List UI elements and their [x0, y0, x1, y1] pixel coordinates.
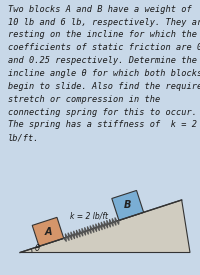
Text: θ: θ [34, 244, 40, 253]
Polygon shape [112, 191, 144, 220]
Text: B: B [124, 200, 131, 210]
Text: Two blocks A and B have a weight of
10 lb and 6 lb, respectively. They are
resti: Two blocks A and B have a weight of 10 l… [8, 5, 200, 142]
Polygon shape [32, 217, 64, 246]
Text: A: A [44, 227, 52, 237]
Text: k = 2 lb/ft: k = 2 lb/ft [70, 211, 108, 220]
Polygon shape [20, 200, 190, 252]
